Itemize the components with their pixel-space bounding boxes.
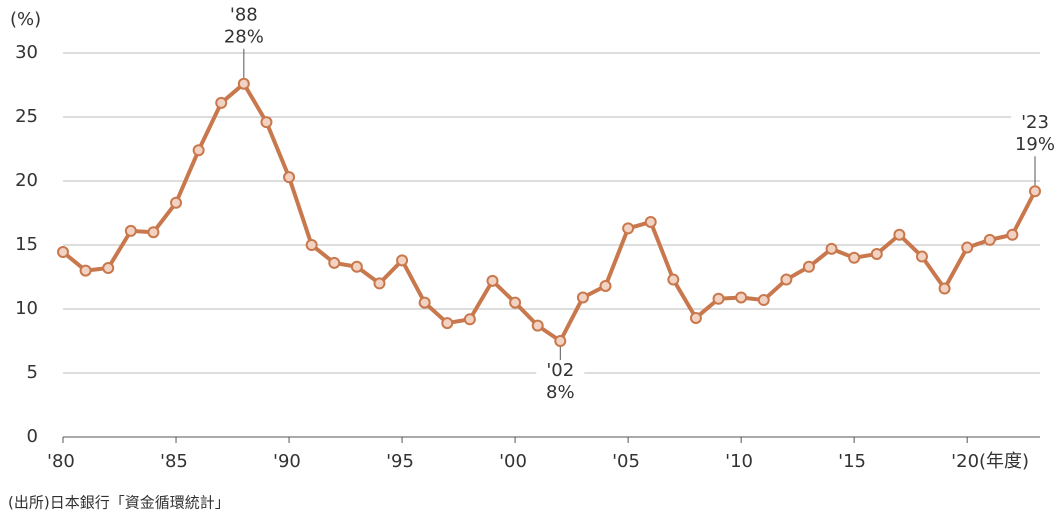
line xyxy=(61,81,1037,343)
point xyxy=(576,291,589,304)
y-tick-label: 30 xyxy=(15,42,38,63)
point xyxy=(79,264,92,277)
point xyxy=(260,116,273,129)
value-label: 19% xyxy=(1015,134,1055,155)
point xyxy=(825,242,838,255)
y-tick-label: 5 xyxy=(27,362,38,383)
point xyxy=(305,239,318,251)
point xyxy=(147,226,160,239)
point xyxy=(124,224,137,237)
point xyxy=(667,273,680,286)
point xyxy=(622,222,635,235)
point xyxy=(554,335,567,347)
point xyxy=(350,260,363,273)
point xyxy=(689,311,702,324)
point xyxy=(373,277,386,290)
x-tick-label: '80 xyxy=(47,451,75,472)
x-tick-label: '85 xyxy=(160,451,188,472)
point xyxy=(893,228,906,241)
label-bg xyxy=(536,360,585,404)
point xyxy=(237,77,250,90)
point xyxy=(983,233,996,246)
x-tick-label: '20(年度) xyxy=(951,451,1029,472)
point xyxy=(802,260,815,273)
point xyxy=(192,144,205,157)
point xyxy=(215,96,228,109)
point xyxy=(396,254,409,267)
y-tick-label: 0 xyxy=(27,426,38,447)
y-tick-label: 15 xyxy=(15,234,38,255)
point xyxy=(170,196,183,209)
point xyxy=(441,317,454,330)
point xyxy=(735,291,748,304)
point xyxy=(712,292,725,305)
point xyxy=(915,250,928,263)
point xyxy=(644,215,657,228)
point xyxy=(757,294,770,307)
point xyxy=(509,296,522,309)
point xyxy=(1029,185,1041,198)
point xyxy=(283,171,296,184)
annotation: '23 xyxy=(1021,112,1049,133)
point xyxy=(1006,228,1019,241)
x-tick-label: '00 xyxy=(499,451,527,472)
value-label: 8% xyxy=(546,382,575,403)
x-tick-label: '05 xyxy=(612,451,640,472)
source: (出所)日本銀行「資金循環統計」 xyxy=(8,494,230,512)
label-bg xyxy=(219,4,268,49)
x-tick-label: '10 xyxy=(725,451,753,472)
point xyxy=(848,251,861,264)
point xyxy=(486,274,499,287)
point xyxy=(57,246,69,259)
point xyxy=(463,313,476,326)
y-axis-label: (%) xyxy=(10,9,41,30)
y-tick-label: 10 xyxy=(15,298,38,319)
point xyxy=(418,296,431,309)
point xyxy=(531,319,544,332)
point xyxy=(780,273,793,286)
point xyxy=(599,279,612,292)
x-tick-label: '90 xyxy=(273,451,301,472)
x-tick-label: '95 xyxy=(386,451,414,472)
point xyxy=(870,247,883,260)
point xyxy=(938,282,951,295)
label-bg xyxy=(1011,112,1059,157)
y-tick-label: 20 xyxy=(15,170,38,191)
point xyxy=(102,262,115,275)
annotation: '88 xyxy=(230,5,258,26)
annotation: '02 xyxy=(546,360,574,381)
point xyxy=(961,241,974,254)
value-label: 28% xyxy=(224,27,264,48)
point xyxy=(328,256,341,269)
y-tick-label: 25 xyxy=(15,106,38,127)
x-tick-label: '15 xyxy=(838,451,866,472)
